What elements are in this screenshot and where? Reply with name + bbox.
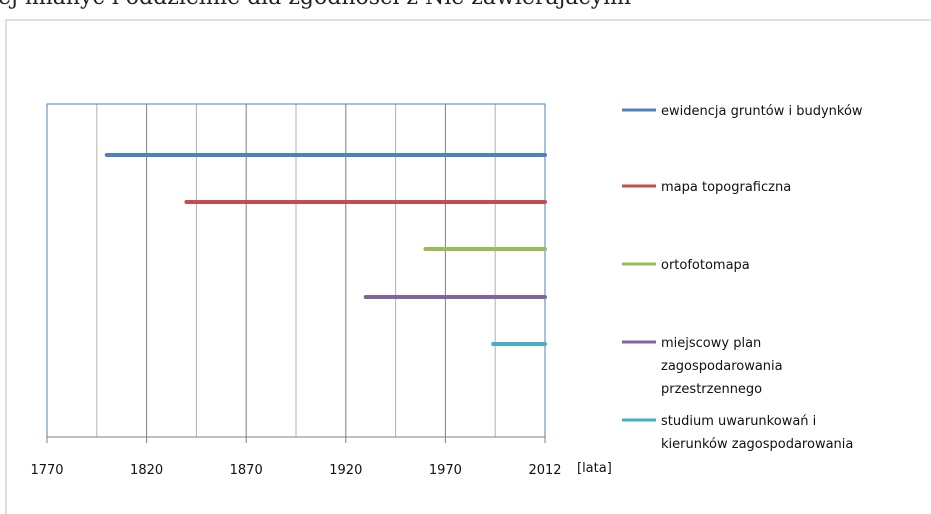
legend-label: mapa topograficzna (661, 180, 791, 195)
x-tick-label: 1870 (230, 463, 263, 478)
chart-frame (5, 19, 931, 514)
series-bars (104, 153, 547, 346)
legend: ewidencja gruntów i budynków mapa topogra… (622, 104, 863, 452)
x-tick-label: 2012 (528, 463, 561, 478)
x-tick-label: 1820 (130, 463, 163, 478)
legend-label: ewidencja gruntów i budynków (661, 104, 863, 119)
x-tick-label: 1920 (329, 463, 362, 478)
legend-label: kierunków zagospodarowania (661, 437, 853, 452)
x-axis-ticks: 1770 1820 1870 1920 1970 2012 (30, 437, 562, 478)
x-tick-label: 1770 (30, 463, 63, 478)
grid-lines (96, 104, 496, 437)
cropped-heading-text: ej mianyc i oddzielnie dla zgodności z N… (0, 0, 631, 10)
legend-label: studium uwarunkowań i (661, 414, 816, 429)
legend-label: miejscowy plan (661, 336, 761, 351)
x-axis-label: [lata] (577, 461, 612, 476)
legend-label: przestrzennego (661, 382, 762, 397)
x-tick-label: 1970 (429, 463, 462, 478)
legend-label: ortofotomapa (661, 258, 750, 273)
legend-label: zagospodarowania (661, 359, 783, 374)
